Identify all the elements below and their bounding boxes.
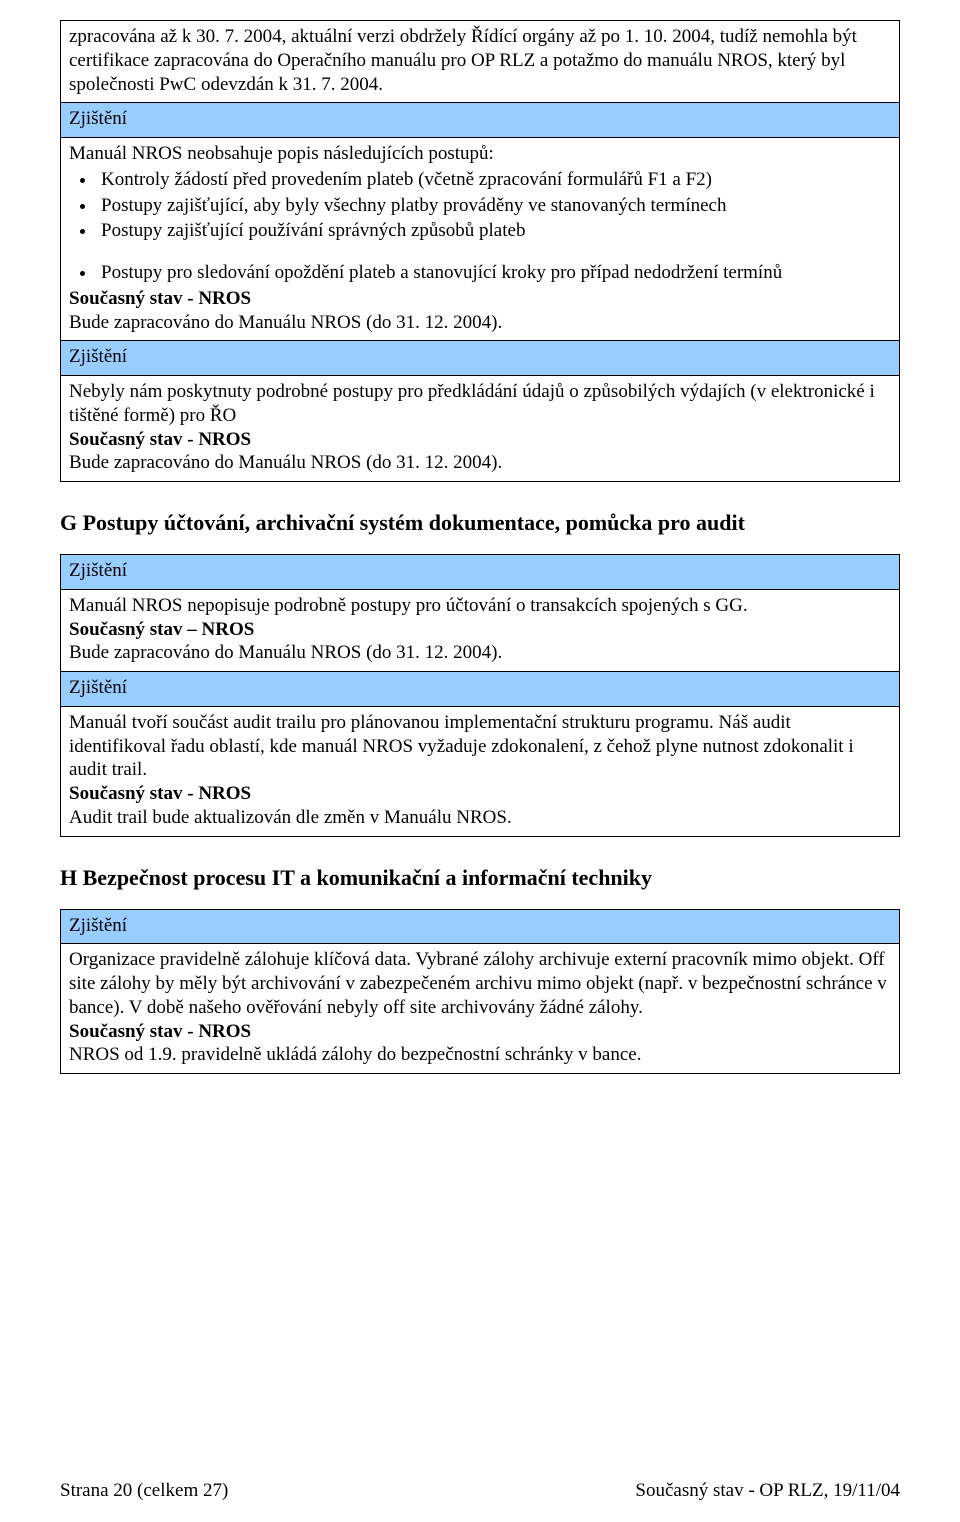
finding1-intro: Manuál NROS neobsahuje popis následující…	[69, 143, 494, 164]
finding-header-g2: Zjištění	[61, 672, 900, 707]
finding2-body: Nebyly nám poskytnuty podrobné postupy p…	[61, 376, 900, 482]
finding-label: Zjištění	[69, 108, 127, 129]
finding-label: Zjištění	[69, 677, 127, 698]
finding-h1-body: Organizace pravidelně zálohuje klíčová d…	[61, 944, 900, 1074]
finding-h1-text: Organizace pravidelně zálohuje klíčová d…	[69, 949, 887, 1018]
footer-right: Současný stav - OP RLZ, 19/11/04	[635, 1480, 900, 1502]
finding-label: Zjištění	[69, 915, 127, 936]
footer-left: Strana 20 (celkem 27)	[60, 1480, 228, 1501]
section-g-heading: G Postupy účtování, archivační systém do…	[60, 510, 900, 536]
status2-text: Bude zapracováno do Manuálu NROS (do 31.…	[69, 452, 502, 473]
table-section-g: Zjištění Manuál NROS nepopisuje podrobně…	[60, 554, 900, 837]
table-findings-1: zpracována až k 30. 7. 2004, aktuální ve…	[60, 20, 900, 482]
finding-label: Zjištění	[69, 560, 127, 581]
finding-g2-body: Manuál tvoří součást audit trailu pro pl…	[61, 706, 900, 836]
list-item: Postupy zajišťující používání správných …	[97, 219, 891, 243]
finding-header-g1: Zjištění	[61, 555, 900, 590]
finding1-bullets: Kontroly žádostí před provedením plateb …	[97, 168, 891, 243]
finding-g1-body: Manuál NROS nepopisuje podrobně postupy …	[61, 589, 900, 671]
status-label-g2: Současný stav - NROS	[69, 782, 891, 806]
list-item: Kontroly žádostí před provedením plateb …	[97, 168, 891, 192]
page-footer: Strana 20 (celkem 27) Současný stav - OP…	[60, 1480, 900, 1502]
intro-text: zpracována až k 30. 7. 2004, aktuální ve…	[69, 26, 857, 95]
intro-cell: zpracována až k 30. 7. 2004, aktuální ve…	[61, 21, 900, 103]
finding-header-2: Zjištění	[61, 341, 900, 376]
status-g2-text: Audit trail bude aktualizován dle změn v…	[69, 807, 512, 828]
finding-g1-text: Manuál NROS nepopisuje podrobně postupy …	[69, 595, 748, 616]
finding-header-h1: Zjištění	[61, 909, 900, 944]
finding2-text: Nebyly nám poskytnuty podrobné postupy p…	[69, 381, 875, 426]
status-label-g1: Současný stav – NROS	[69, 618, 891, 642]
list-item: Postupy zajišťující, aby byly všechny pl…	[97, 194, 891, 218]
finding1-body: Manuál NROS neobsahuje popis následující…	[61, 138, 900, 341]
table-section-h: Zjištění Organizace pravidelně zálohuje …	[60, 909, 900, 1075]
status-label-2: Současný stav - NROS	[69, 428, 891, 452]
section-h-heading: H Bezpečnost procesu IT a komunikační a …	[60, 865, 900, 891]
list-item: Postupy pro sledování opoždění plateb a …	[97, 261, 891, 285]
status-label-1: Současný stav - NROS	[69, 287, 891, 311]
finding-g2-text: Manuál tvoří součást audit trailu pro pl…	[69, 712, 854, 781]
finding-header-1: Zjištění	[61, 103, 900, 138]
finding-label: Zjištění	[69, 346, 127, 367]
page: zpracována až k 30. 7. 2004, aktuální ve…	[0, 0, 960, 1522]
status-h1-text: NROS od 1.9. pravidelně ukládá zálohy do…	[69, 1044, 641, 1065]
status-g1-text: Bude zapracováno do Manuálu NROS (do 31.…	[69, 642, 502, 663]
status1-text: Bude zapracováno do Manuálu NROS (do 31.…	[69, 312, 502, 333]
status-label-h1: Současný stav - NROS	[69, 1020, 891, 1044]
finding1-bullets-2: Postupy pro sledování opoždění plateb a …	[97, 261, 891, 285]
